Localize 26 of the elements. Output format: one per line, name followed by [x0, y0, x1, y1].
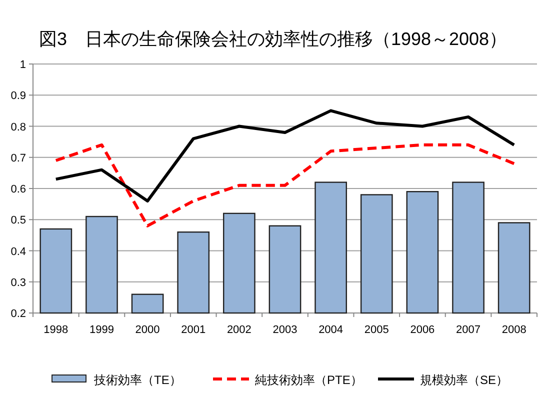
- y-tick-label: 0.2: [10, 308, 26, 320]
- chart-title: 図3 日本の生命保険会社の効率性の推移（1998～2008）: [38, 29, 508, 49]
- x-tick-label: 2006: [410, 324, 435, 336]
- x-tick-label: 2000: [135, 324, 160, 336]
- x-tick-label: 2007: [456, 324, 481, 336]
- y-tick-label: 0.8: [10, 121, 26, 134]
- x-tick-label: 2004: [318, 324, 344, 336]
- y-tick-label: 0.5: [10, 214, 26, 227]
- x-tick-label: 2008: [502, 324, 526, 336]
- legend-label: 規模効率（SE）: [420, 373, 508, 387]
- y-tick-label: 0.9: [10, 90, 26, 102]
- legend-label: 技術効率（TE）: [93, 373, 182, 387]
- y-tick-label: 0.6: [10, 184, 26, 196]
- x-tick-label: 2001: [181, 324, 206, 336]
- x-tick-label: 1998: [44, 324, 68, 336]
- x-tick-label: 2003: [272, 324, 298, 336]
- x-tick-label: 2005: [364, 324, 389, 336]
- x-tick-label: 2002: [226, 324, 252, 336]
- y-tick-label: 0.4: [10, 246, 26, 258]
- y-tick-label: 0.3: [10, 276, 26, 289]
- legend-label: 純技術効率（PTE）: [255, 373, 362, 387]
- line-series: [54, 109, 516, 202]
- y-tick-label: 1: [20, 59, 26, 71]
- x-tick-label: 1999: [89, 324, 114, 336]
- y-tick-label: 0.7: [10, 152, 26, 164]
- line-series: [54, 143, 516, 228]
